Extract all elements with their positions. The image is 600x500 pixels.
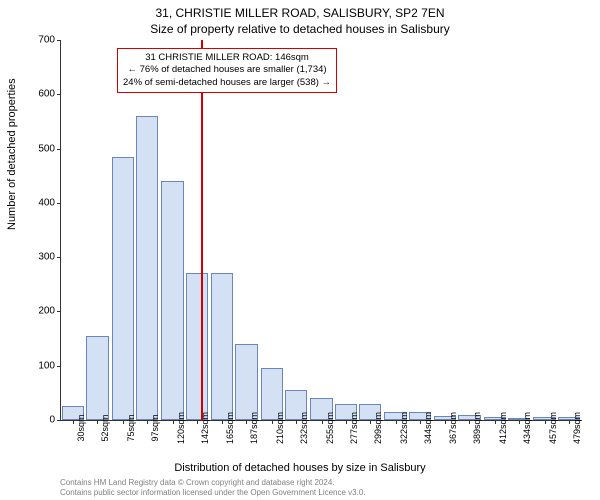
x-tick-label: 52sqm bbox=[100, 414, 110, 441]
x-tick-label: 187sqm bbox=[249, 412, 259, 444]
x-tick-mark bbox=[123, 420, 124, 424]
x-tick-mark bbox=[73, 420, 74, 424]
chart-area: 010020030040050060070030sqm52sqm75sqm97s… bbox=[60, 40, 581, 421]
x-tick-mark bbox=[322, 420, 323, 424]
y-tick-mark bbox=[57, 257, 61, 258]
x-tick-mark bbox=[246, 420, 247, 424]
footer-attribution-2: Contains public sector information licen… bbox=[60, 488, 366, 497]
histogram-bar bbox=[161, 181, 183, 420]
x-tick-mark bbox=[396, 420, 397, 424]
x-tick-label: 277sqm bbox=[349, 412, 359, 444]
title-line-1: 31, CHRISTIE MILLER ROAD, SALISBURY, SP2… bbox=[0, 6, 600, 20]
y-tick-mark bbox=[57, 94, 61, 95]
y-tick-label: 500 bbox=[25, 143, 55, 154]
x-tick-mark bbox=[296, 420, 297, 424]
annotation-line: 31 CHRISTIE MILLER ROAD: 146sqm bbox=[123, 52, 331, 64]
histogram-bar bbox=[186, 273, 208, 420]
x-tick-mark bbox=[222, 420, 223, 424]
y-tick-mark bbox=[57, 311, 61, 312]
x-axis-label: Distribution of detached houses by size … bbox=[0, 462, 600, 474]
y-axis-label: Number of detached properties bbox=[6, 78, 18, 230]
footer-attribution-1: Contains HM Land Registry data © Crown c… bbox=[60, 478, 335, 487]
x-tick-label: 30sqm bbox=[76, 414, 86, 441]
x-tick-mark bbox=[495, 420, 496, 424]
x-tick-label: 299sqm bbox=[373, 412, 383, 444]
x-tick-mark bbox=[173, 420, 174, 424]
x-tick-mark bbox=[420, 420, 421, 424]
x-tick-label: 322sqm bbox=[399, 412, 409, 444]
x-tick-mark bbox=[370, 420, 371, 424]
x-tick-mark bbox=[445, 420, 446, 424]
x-tick-label: 210sqm bbox=[275, 412, 285, 444]
x-tick-mark bbox=[147, 420, 148, 424]
annotation-line: 24% of semi-detached houses are larger (… bbox=[123, 77, 331, 89]
title-line-2: Size of property relative to detached ho… bbox=[0, 22, 600, 36]
property-marker-line bbox=[201, 40, 203, 420]
y-tick-mark bbox=[57, 40, 61, 41]
x-tick-mark bbox=[469, 420, 470, 424]
x-tick-label: 232sqm bbox=[299, 412, 309, 444]
x-tick-label: 389sqm bbox=[472, 412, 482, 444]
x-tick-label: 412sqm bbox=[498, 412, 508, 444]
histogram-bar bbox=[235, 344, 257, 420]
x-tick-label: 75sqm bbox=[126, 414, 136, 441]
y-tick-label: 400 bbox=[25, 197, 55, 208]
x-tick-mark bbox=[519, 420, 520, 424]
x-tick-mark bbox=[272, 420, 273, 424]
y-tick-label: 200 bbox=[25, 306, 55, 317]
annotation-box: 31 CHRISTIE MILLER ROAD: 146sqm← 76% of … bbox=[117, 48, 337, 93]
x-tick-label: 165sqm bbox=[225, 412, 235, 444]
x-tick-label: 97sqm bbox=[150, 414, 160, 441]
x-tick-mark bbox=[569, 420, 570, 424]
y-tick-mark bbox=[57, 366, 61, 367]
x-tick-mark bbox=[545, 420, 546, 424]
histogram-bar bbox=[211, 273, 233, 420]
x-tick-mark bbox=[97, 420, 98, 424]
x-tick-label: 367sqm bbox=[448, 412, 458, 444]
x-tick-label: 434sqm bbox=[522, 412, 532, 444]
x-tick-label: 344sqm bbox=[423, 412, 433, 444]
histogram-bar bbox=[112, 157, 134, 420]
histogram-bar bbox=[136, 116, 158, 420]
y-tick-mark bbox=[57, 149, 61, 150]
y-tick-label: 700 bbox=[25, 35, 55, 46]
y-tick-mark bbox=[57, 420, 61, 421]
x-tick-mark bbox=[197, 420, 198, 424]
histogram-bar bbox=[86, 336, 108, 420]
annotation-line: ← 76% of detached houses are smaller (1,… bbox=[123, 64, 331, 76]
y-tick-label: 600 bbox=[25, 89, 55, 100]
x-tick-label: 255sqm bbox=[325, 412, 335, 444]
y-tick-label: 100 bbox=[25, 360, 55, 371]
y-tick-label: 300 bbox=[25, 252, 55, 263]
x-tick-label: 479sqm bbox=[572, 412, 582, 444]
x-tick-label: 457sqm bbox=[548, 412, 558, 444]
y-tick-label: 0 bbox=[25, 415, 55, 426]
x-tick-mark bbox=[346, 420, 347, 424]
y-tick-mark bbox=[57, 203, 61, 204]
x-tick-label: 120sqm bbox=[176, 412, 186, 444]
